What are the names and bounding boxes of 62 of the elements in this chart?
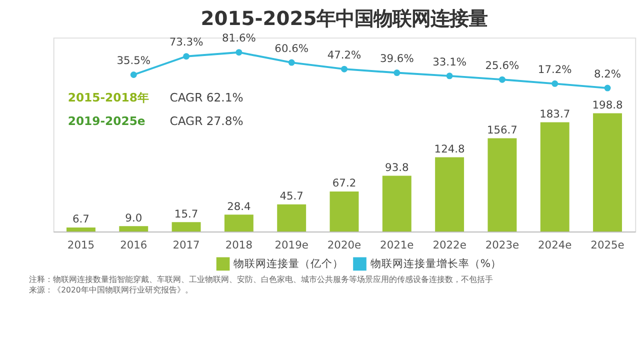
x-tick-label: 2017 <box>172 238 200 252</box>
point <box>394 70 400 76</box>
data-label: 25.6% <box>485 58 520 72</box>
x-tick-label: 2024e <box>538 238 572 252</box>
data-label: 156.7 <box>486 123 518 136</box>
data-label: 45.7 <box>280 189 304 202</box>
annotation: CAGR 27.8% <box>170 114 244 128</box>
bar <box>488 138 517 232</box>
point <box>130 72 137 78</box>
data-label: 17.2% <box>538 62 572 76</box>
bar <box>277 204 306 232</box>
data-label: 39.6% <box>380 52 414 66</box>
x-tick-label: 2018 <box>225 238 253 252</box>
data-label: 35.5% <box>116 54 151 68</box>
data-label: 93.8 <box>385 160 409 174</box>
data-label: 28.4 <box>227 200 252 213</box>
data-label: 183.7 <box>540 107 570 120</box>
data-label: 198.8 <box>592 98 623 112</box>
x-tick-label: 2016 <box>120 238 148 252</box>
data-label: 33.1% <box>432 55 466 68</box>
bar <box>66 228 96 232</box>
bar <box>119 226 148 232</box>
annotation: 2019-2025e <box>68 114 146 128</box>
bar <box>172 222 201 232</box>
bar <box>593 113 622 232</box>
point <box>498 76 506 83</box>
x-tick-label: 2019e <box>274 238 308 252</box>
x-tick-label: 2021e <box>380 238 414 252</box>
data-label: 60.6% <box>274 42 309 55</box>
bar <box>540 122 570 232</box>
legend-label: 物联网连接量增长率（%） <box>370 256 502 270</box>
chart-title: 2015-2025年中国物联网连接量 <box>200 7 488 30</box>
source-note: 来源：《2020年中国物联网行业研究报告》。 <box>29 286 193 295</box>
data-label: 73.3% <box>169 36 204 49</box>
x-tick-label: 2025e <box>590 238 624 252</box>
data-label: 9.0 <box>125 211 142 224</box>
legend-label: 物联网连接量（亿个） <box>234 256 344 270</box>
point <box>446 72 453 80</box>
x-tick-label: 2022e <box>432 238 466 252</box>
data-label: 67.2 <box>332 176 356 190</box>
data-label: 81.6% <box>222 32 256 45</box>
x-tick-label: 2023e <box>485 238 520 252</box>
bar <box>224 214 254 232</box>
annotation: 2015-2018年 <box>68 90 150 105</box>
bar <box>435 157 464 232</box>
bar <box>330 192 359 232</box>
point <box>340 66 348 72</box>
data-label: 6.7 <box>72 212 90 226</box>
point <box>604 84 611 92</box>
point <box>236 49 242 56</box>
data-label: 47.2% <box>327 48 362 62</box>
point <box>552 80 558 87</box>
annotation: CAGR 62.1% <box>170 90 244 105</box>
x-tick-label: 2015 <box>67 238 95 252</box>
data-label: 8.2% <box>594 67 622 80</box>
bar <box>382 176 412 232</box>
x-tick-label: 2020e <box>327 238 362 252</box>
point <box>183 53 190 60</box>
text: 注释：物联网连接数量指智能穿戴、车联网、工业物联网、安防、白色家电、城市公共服务等场景应用的传感设备连接数，不包括手 <box>29 274 494 284</box>
data-label: 124.8 <box>434 142 466 156</box>
data-label: 15.7 <box>174 207 198 220</box>
point <box>288 59 295 66</box>
